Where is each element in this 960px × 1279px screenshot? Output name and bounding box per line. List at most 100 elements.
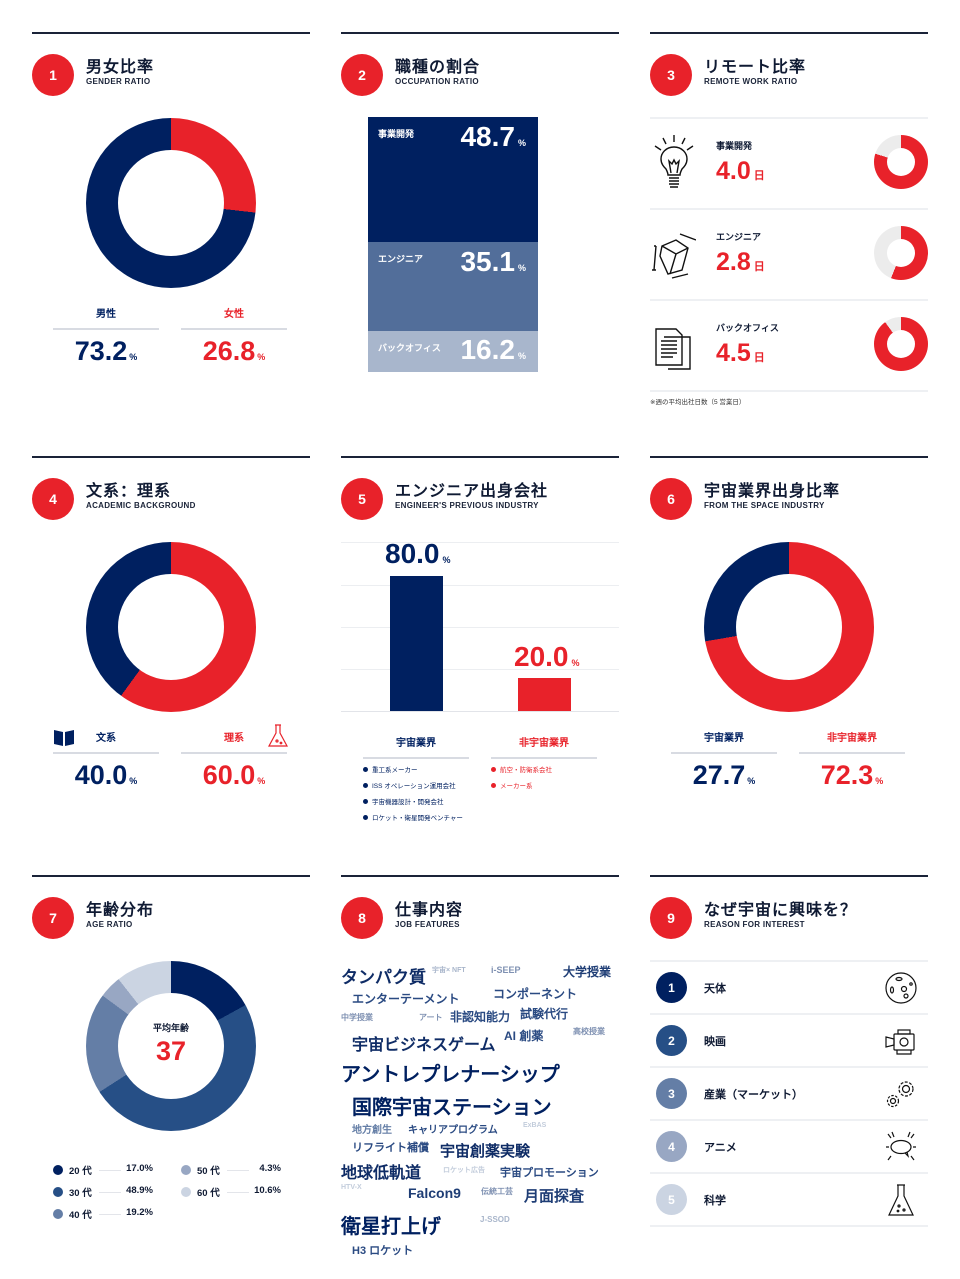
humanities-stat: 文系 40.0% — [53, 732, 159, 791]
divider — [650, 390, 928, 392]
segment-engineer: エンジニア 35.1% — [368, 242, 538, 331]
section-number-badge: 2 — [341, 54, 383, 96]
moon-icon — [885, 972, 917, 1004]
section-number-badge: 3 — [650, 54, 692, 96]
male-value: 73.2 — [74, 336, 128, 366]
reason-item-5: 5 科学 — [650, 1172, 928, 1225]
remote-days-value: 2.8 — [716, 248, 751, 276]
word: リフライト補償 — [352, 1142, 429, 1154]
remote-days-value: 4.5 — [716, 339, 751, 367]
rank-badge: 2 — [656, 1025, 687, 1056]
science-label: 理系 — [224, 733, 244, 744]
word: 宇宙× NFT — [432, 967, 466, 974]
remote-row-engineer: エンジニア 2.8 日 — [650, 208, 928, 299]
divider — [341, 456, 619, 458]
section-title: なぜ宇宙に興味を？ — [704, 902, 858, 919]
rank-badge: 4 — [656, 1131, 687, 1162]
word: 宇宙創薬実験 — [440, 1143, 531, 1160]
word: 大学授業 — [563, 965, 612, 979]
gender-donut-chart — [86, 118, 256, 288]
divider — [650, 875, 928, 877]
word: 非認知能力 — [450, 1010, 511, 1024]
remote-mini-donut — [874, 317, 928, 371]
flask-icon — [268, 724, 288, 747]
baseline — [341, 711, 619, 712]
remote-footnote: ※週の平均出社日数（5 営業日） — [650, 399, 746, 406]
male-label: 男性 — [96, 309, 116, 320]
section-number-badge: 9 — [650, 897, 692, 939]
legend-item-40s: 40 代 19.2% — [53, 1207, 153, 1221]
panel-reason-for-interest: 9 なぜ宇宙に興味を？ REASON FOR INTEREST 1 天体 2 映… — [650, 875, 928, 1265]
average-age-value: 37 — [155, 1036, 187, 1066]
female-label: 女性 — [224, 309, 244, 320]
section-subtitle: GENDER RATIO — [86, 77, 151, 86]
divider — [650, 456, 928, 458]
panel-academic-background: 4 文系：理系 ACADEMIC BACKGROUND 文系 40.0% 理系 … — [32, 456, 310, 846]
science-value: 60.0 — [202, 760, 256, 790]
word: 地球低軌道 — [341, 1165, 422, 1182]
bar-space-value: 80.0 — [385, 538, 440, 569]
section-number-badge: 5 — [341, 478, 383, 520]
gears-icon — [886, 1081, 914, 1108]
legend-item-60s: 60 代 10.6% — [181, 1185, 281, 1199]
section-title: 年齢分布 — [86, 902, 155, 919]
panel-gender-ratio: 1 男女比率 GENDER RATIO 男性 73.2% 女性 26.8% — [32, 32, 310, 422]
humanities-value: 40.0 — [74, 760, 128, 790]
section-number-badge: 7 — [32, 897, 74, 939]
rank-badge: 3 — [656, 1078, 687, 1109]
age-donut-chart: 平均年齢 37 — [86, 961, 256, 1131]
remote-row-back-office: バックオフィス 4.5 日 — [650, 299, 928, 390]
section-subtitle: JOB FEATURES — [395, 920, 460, 929]
space-industry-donut-chart — [704, 542, 874, 712]
movie-camera-icon — [885, 1029, 915, 1055]
divider — [32, 456, 310, 458]
list-item: 航空・防衛系会社 — [491, 763, 552, 779]
gridline — [341, 669, 619, 670]
academic-donut-chart — [86, 542, 256, 712]
section-title: 男女比率 — [86, 59, 155, 76]
reason-item-2: 2 映画 — [650, 1013, 928, 1066]
word: 地方創生 — [352, 1125, 392, 1136]
list-item: 重工系メーカー — [363, 763, 463, 779]
word: キャリアプログラム — [408, 1125, 498, 1136]
reason-item-3: 3 産業（マーケット） — [650, 1066, 928, 1119]
space-stat: 宇宙業界 27.7% — [671, 732, 777, 791]
word: 宇宙ビジネスゲーム — [352, 1037, 496, 1054]
remote-days-value: 4.0 — [716, 157, 751, 185]
section-subtitle: ENGINEER'S PREVIOUS INDUSTRY — [395, 501, 539, 510]
word: ExBAS — [523, 1122, 547, 1129]
non-space-stat: 非宇宙業界 72.3% — [799, 732, 905, 791]
gridline — [341, 627, 619, 628]
female-value: 26.8 — [202, 336, 256, 366]
panel-occupation-ratio: 2 職種の割合 OCCUPATION RATIO 事業開発 48.7% エンジニ… — [341, 32, 619, 422]
word: 宇宙プロモーション — [500, 1167, 599, 1179]
bar-non-space-value: 20.0 — [514, 641, 569, 672]
word: AI 創薬 — [504, 1029, 544, 1043]
word: アントレプレナーシップ — [341, 1064, 560, 1086]
segment-business-dev: 事業開発 48.7% — [368, 117, 538, 242]
section-subtitle: FROM THE SPACE INDUSTRY — [704, 501, 825, 510]
panel-remote-work-ratio: 3 リモート比率 REMOTE WORK RATIO 事業開発 4.0 日 エンジ… — [650, 32, 928, 422]
section-title: エンジニア出身会社 — [395, 483, 549, 500]
section-subtitle: REASON FOR INTEREST — [704, 920, 805, 929]
list-item: メーカー系 — [491, 779, 552, 795]
list-item: ISS オペレーション運用会社 — [363, 779, 463, 795]
divider — [650, 1225, 928, 1227]
speech-bubble-icon — [886, 1131, 916, 1161]
gridline — [341, 585, 619, 586]
list-item: ロケット・衛星開発ベンチャー — [363, 811, 463, 827]
rank-badge: 5 — [656, 1184, 687, 1215]
cube-icon — [652, 233, 696, 279]
word: エンターテーメント — [352, 992, 460, 1006]
documents-icon — [655, 328, 691, 370]
divider — [32, 875, 310, 877]
word: 月面探査 — [524, 1188, 585, 1205]
panel-from-space-industry: 6 宇宙業界出身比率 FROM THE SPACE INDUSTRY 宇宙業界 … — [650, 456, 928, 846]
legend-item-20s: 20 代 17.0% — [53, 1163, 153, 1177]
section-title: 文系：理系 — [86, 483, 172, 500]
book-icon — [54, 730, 74, 746]
word: H3 ロケット — [352, 1245, 414, 1257]
legend-item-30s: 30 代 48.9% — [53, 1185, 153, 1199]
lightbulb-icon — [654, 135, 694, 188]
science-stat: 理系 60.0% — [181, 732, 287, 791]
